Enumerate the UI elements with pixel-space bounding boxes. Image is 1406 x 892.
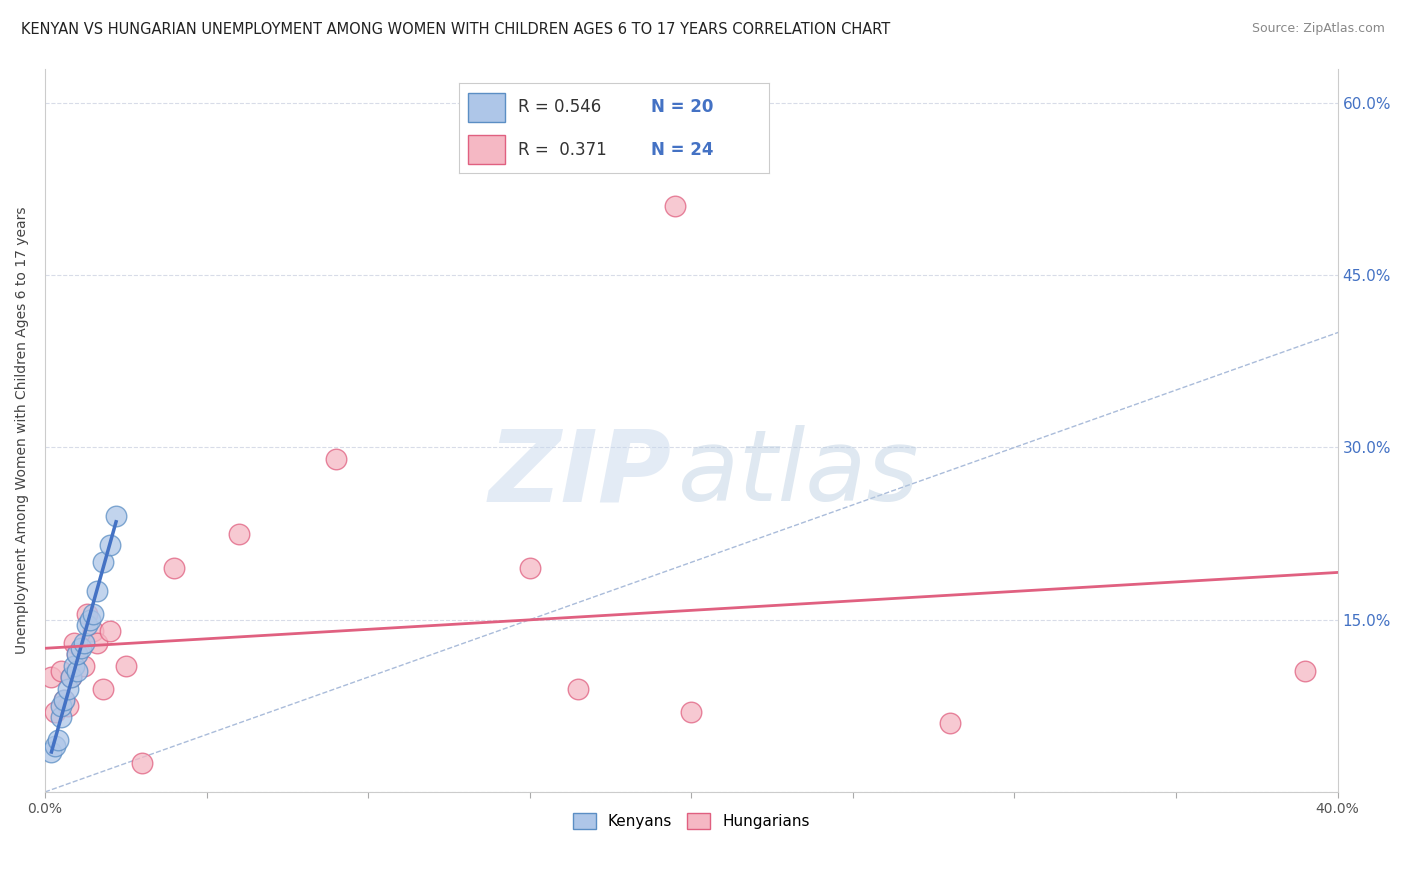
Point (56, 698, 79, 713)
Y-axis label: Unemployment Among Women with Children Ages 6 to 17 years: Unemployment Among Women with Children A… (15, 206, 30, 654)
Point (664, 199, 686, 213)
Point (59, 670, 82, 684)
Point (91, 555, 114, 569)
Point (939, 716, 962, 731)
Text: ZIP: ZIP (489, 425, 672, 522)
Point (105, 509, 128, 524)
Point (66, 665, 89, 679)
Point (56, 681, 79, 696)
Point (76, 607, 98, 621)
Point (82, 607, 104, 621)
Legend: Kenyans, Hungarians: Kenyans, Hungarians (567, 806, 815, 835)
Point (79, 613, 101, 627)
Point (681, 705, 703, 719)
Point (53, 693, 76, 707)
Point (76, 618, 98, 632)
Point (53, 693, 76, 707)
Text: Source: ZipAtlas.com: Source: ZipAtlas.com (1251, 22, 1385, 36)
Point (44, 739, 66, 753)
Point (49, 665, 72, 679)
Point (46, 733, 69, 747)
Point (325, 452, 347, 467)
Point (163, 561, 186, 575)
Point (73, 635, 96, 649)
Point (63, 635, 86, 649)
Point (59, 670, 82, 684)
Point (66, 647, 89, 661)
Point (69, 641, 91, 656)
Point (114, 658, 136, 673)
Point (49, 698, 72, 713)
Point (131, 756, 153, 771)
Point (98, 538, 121, 552)
Point (41, 745, 63, 759)
Point (567, 681, 589, 696)
Point (82, 624, 104, 639)
Point (41, 670, 63, 684)
Point (519, 561, 541, 575)
Point (1294, 665, 1316, 679)
Point (91, 681, 114, 696)
Point (228, 526, 250, 541)
Text: KENYAN VS HUNGARIAN UNEMPLOYMENT AMONG WOMEN WITH CHILDREN AGES 6 TO 17 YEARS CO: KENYAN VS HUNGARIAN UNEMPLOYMENT AMONG W… (21, 22, 890, 37)
Text: atlas: atlas (678, 425, 920, 522)
Point (86, 584, 108, 599)
Point (44, 705, 66, 719)
Point (49, 710, 72, 724)
Point (63, 658, 86, 673)
Point (73, 658, 96, 673)
Point (98, 624, 121, 639)
Point (66, 647, 89, 661)
Point (86, 635, 108, 649)
